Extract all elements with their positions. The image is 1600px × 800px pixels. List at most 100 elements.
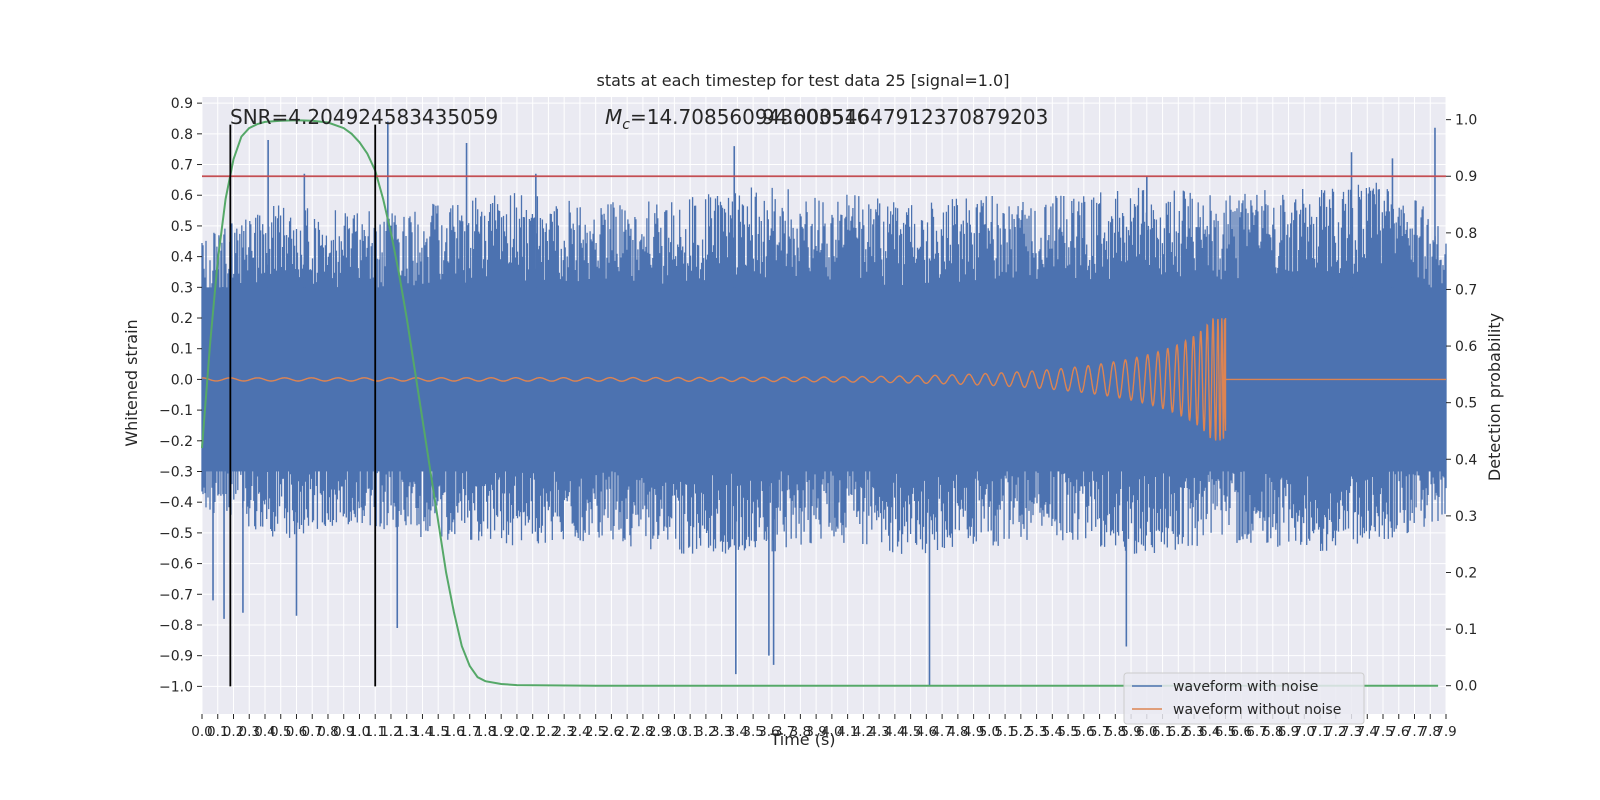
x-tick-label: 1.7 (459, 724, 480, 740)
y-tick-label: 0.9 (171, 96, 193, 112)
x-tick-label: 4.0 (821, 724, 842, 740)
x-tick-label: 6.5 (1215, 724, 1236, 740)
x-tick-label: 0.9 (333, 724, 354, 740)
legend-label-without-noise: waveform without noise (1173, 702, 1341, 718)
y-tick-label: −1.0 (159, 679, 193, 695)
x-tick-label: 6.4 (1199, 724, 1220, 740)
chart-title: stats at each timestep for test data 25 … (597, 71, 1010, 90)
x-tick-label: 2.5 (585, 724, 606, 740)
x-tick-label: 5.1 (994, 724, 1015, 740)
x-tick-label: 6.6 (1231, 724, 1252, 740)
x-tick-label: 5.3 (1026, 724, 1047, 740)
x-tick-label: 1.2 (380, 724, 401, 740)
y2-tick-label: 0.2 (1455, 565, 1477, 581)
x-tick-label: 3.8 (790, 724, 811, 740)
y-tick-label: 0.7 (171, 158, 193, 174)
y-tick-label: −0.1 (159, 403, 193, 419)
series-detection-probability (201, 119, 1439, 687)
x-tick-label: 6.1 (1152, 724, 1173, 740)
x-tick-label: 4.1 (837, 724, 858, 740)
y-tick-label: 0.1 (171, 342, 193, 358)
y2-tick-label: 1.0 (1455, 113, 1477, 129)
y-tick-label: 0.5 (171, 219, 193, 235)
x-tick-label: 6.7 (1246, 724, 1267, 740)
x-tick-label: 1.5 (427, 724, 448, 740)
x-tick-label: 7.6 (1388, 724, 1409, 740)
legend: waveform with noise waveform without noi… (1123, 672, 1365, 725)
x-tick-label: 0.6 (286, 724, 307, 740)
y2-tick-label: 0.7 (1455, 282, 1477, 298)
x-tick-label: 7.7 (1404, 724, 1425, 740)
x-tick-label: 1.9 (490, 724, 511, 740)
y2-tick-label: 0.8 (1455, 226, 1477, 242)
x-tick-label: 1.4 (412, 724, 433, 740)
x-tick-label: 2.4 (569, 724, 590, 740)
y2-tick-label: 0.3 (1455, 509, 1477, 525)
x-tick-label: 4.6 (916, 724, 937, 740)
x-tick-label: 0.0 (191, 724, 212, 740)
y2-tick-label: 0.0 (1455, 679, 1477, 695)
chirp-mass-annotation: Mc=14.708560943603516 (605, 105, 869, 133)
x-tick-label: 6.0 (1136, 724, 1157, 740)
x-tick-label: 3.2 (695, 724, 716, 740)
x-tick-label: 0.7 (301, 724, 322, 740)
x-tick-label: 0.5 (270, 724, 291, 740)
x-tick-label: 4.5 (900, 724, 921, 740)
y-tick-label: 0.6 (171, 188, 193, 204)
x-tick-label: 4.9 (963, 724, 984, 740)
x-tick-label: 5.4 (1042, 724, 1063, 740)
x-tick-label: 7.3 (1341, 724, 1362, 740)
x-tick-label: 4.2 (853, 724, 874, 740)
y-axis-label: Whitened strain (122, 319, 141, 446)
x-tick-label: 3.6 (758, 724, 779, 740)
x-axis: 0.00.10.20.30.40.50.60.70.80.91.01.11.21… (191, 714, 1457, 740)
x-tick-label: 2.8 (632, 724, 653, 740)
x-tick-label: 0.4 (254, 724, 275, 740)
x-tick-label: 3.0 (664, 724, 685, 740)
x-tick-label: 6.9 (1278, 724, 1299, 740)
y2-tick-label: 0.4 (1455, 452, 1477, 468)
x-tick-label: 5.8 (1105, 724, 1126, 740)
y-tick-label: −0.8 (159, 618, 193, 634)
x-tick-label: 0.2 (223, 724, 244, 740)
x-tick-label: 1.3 (396, 724, 417, 740)
y2-axis-label: Detection probability (1485, 313, 1504, 481)
x-tick-label: 5.9 (1120, 724, 1141, 740)
y2-tick-label: 0.1 (1455, 622, 1477, 638)
x-tick-label: 5.5 (1057, 724, 1078, 740)
x-tick-label: 2.2 (538, 724, 559, 740)
x-tick-label: 3.5 (742, 724, 763, 740)
x-tick-label: 7.9 (1435, 724, 1456, 740)
x-tick-label: 3.7 (774, 724, 795, 740)
x-tick-label: 0.1 (207, 724, 228, 740)
x-tick-label: 6.2 (1168, 724, 1189, 740)
x-tick-label: 1.1 (364, 724, 385, 740)
x-tick-label: 0.8 (317, 724, 338, 740)
x-tick-label: 7.4 (1357, 724, 1378, 740)
x-tick-label: 1.0 (349, 724, 370, 740)
y-tick-label: 0.3 (171, 280, 193, 296)
x-tick-label: 4.7 (931, 724, 952, 740)
x-tick-label: 2.1 (522, 724, 543, 740)
overlay-lines (202, 124, 1446, 687)
x-tick-label: 5.7 (1089, 724, 1110, 740)
x-tick-label: 6.8 (1262, 724, 1283, 740)
y-tick-label: 0.8 (171, 127, 193, 143)
overlapping-annotation: 94.00054647912370879203 (762, 105, 1048, 129)
x-tick-label: 2.9 (648, 724, 669, 740)
x-tick-label: 7.2 (1325, 724, 1346, 740)
x-tick-label: 3.1 (679, 724, 700, 740)
clean-trace (202, 318, 1446, 441)
y-tick-label: 0.2 (171, 311, 193, 327)
x-tick-label: 5.6 (1073, 724, 1094, 740)
x-tick-label: 1.6 (443, 724, 464, 740)
x-tick-label: 6.3 (1183, 724, 1204, 740)
x-tick-label: 2.7 (616, 724, 637, 740)
y2-tick-label: 0.5 (1455, 396, 1477, 412)
y-tick-label: −0.6 (159, 557, 193, 573)
x-tick-label: 4.3 (868, 724, 889, 740)
x-tick-label: 7.1 (1309, 724, 1330, 740)
y-tick-label: −0.9 (159, 649, 193, 665)
y-tick-label: −0.2 (159, 434, 193, 450)
